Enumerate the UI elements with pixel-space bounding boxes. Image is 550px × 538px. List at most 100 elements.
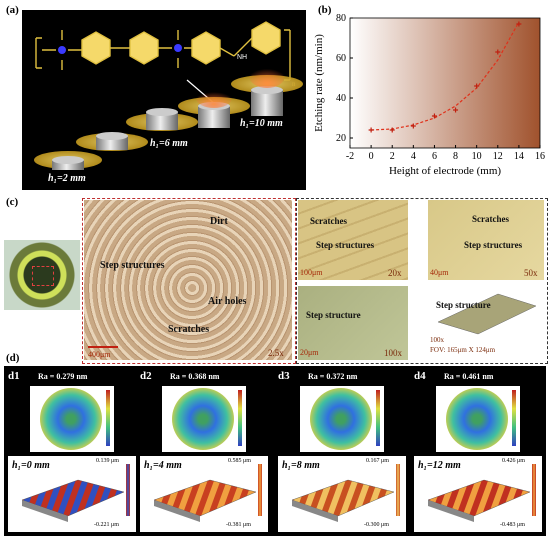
scale-label: 100μm: [300, 268, 323, 277]
surface-3d: h₁=4 mm 0.585 μm -0.381 μm: [140, 456, 268, 532]
sub-images-outline: [296, 198, 548, 364]
h1-label: h₁=12 mm: [418, 460, 461, 471]
x-tick-label: 8: [453, 151, 458, 162]
label-step-structure: Step structure: [306, 310, 361, 320]
data-point: [389, 127, 395, 133]
surface-3d: h₁=0 mm 0.139 μm -0.221 μm: [8, 456, 136, 532]
panel-d-label: (d): [6, 352, 20, 364]
scale-label: 400μm: [88, 350, 111, 359]
data-point: [368, 127, 374, 133]
roughness-map: [30, 386, 114, 452]
surface-3d-plot: [291, 464, 400, 522]
y-tick-label: 60: [336, 53, 346, 64]
y-axis-label: Etching rate (nm/min): [313, 34, 325, 132]
item-id: d4: [414, 370, 426, 382]
roughness-item: d2 Ra = 0.368 nm: [140, 370, 268, 534]
scale-top: 0.426 μm: [502, 458, 525, 464]
y-tick-label: 80: [336, 13, 346, 24]
surface-plot: [437, 293, 537, 335]
x-tick-label: 0: [369, 151, 374, 162]
plot-area: [349, 17, 541, 149]
ra-value: Ra = 0.279 nm: [38, 372, 88, 381]
label-step-structures: Step structures: [100, 260, 165, 271]
scale-top: 0.139 μm: [96, 458, 119, 464]
scale-label: 40μm: [430, 268, 449, 277]
sample-region: [32, 266, 54, 286]
scale-bottom: -0.381 μm: [226, 522, 251, 528]
data-point: [431, 113, 437, 119]
panel-c-label: (c): [6, 196, 19, 208]
magnification-label: 2.5x: [268, 348, 284, 358]
label-scratches: Scratches: [472, 214, 509, 224]
fit-curve: [371, 21, 520, 131]
nh-label: NH: [237, 54, 247, 61]
h1-6mm-label: h₁=6 mm: [150, 138, 188, 149]
magnification-label: 100x: [430, 336, 444, 344]
x-tick-label: 12: [493, 151, 503, 162]
y-tick-label: 40: [336, 93, 346, 104]
micrograph-50x: Scratches Step structures 40μm 50x: [428, 200, 544, 280]
label-scratches: Scratches: [310, 216, 347, 226]
x-tick-label: 10: [472, 151, 482, 162]
electrode-series: [34, 64, 303, 170]
fov-label: FOV: 165μm X 124μm: [430, 346, 496, 354]
panel-a-figure: NH n h₁=2 mm h₁=6 mm h₁=10 mm: [22, 10, 306, 190]
scale-bottom: -0.300 μm: [364, 522, 389, 528]
roughness-item: d3 Ra = 0.372 nm: [278, 370, 406, 534]
roughness-item: d4 Ra = 0.461 nm: [414, 370, 542, 534]
x-tick-label: -2: [346, 151, 354, 162]
h1-label: h₁=0 mm: [12, 460, 50, 471]
data-point: [410, 123, 416, 129]
data-point: [453, 107, 459, 113]
magnification-label: 50x: [524, 268, 538, 278]
label-scratches: Scratches: [168, 324, 210, 335]
label-step-structures: Step structures: [464, 240, 523, 250]
ra-value: Ra = 0.368 nm: [170, 372, 220, 381]
data-point: [516, 21, 522, 27]
y-tick-label: 20: [336, 133, 346, 144]
ra-value: Ra = 0.372 nm: [308, 372, 358, 381]
x-tick-label: 16: [535, 151, 545, 162]
x-axis-label: Height of electrode (mm): [389, 165, 501, 177]
x-tick-label: 4: [411, 151, 416, 162]
item-id: d1: [8, 370, 20, 382]
roughness-map: [300, 386, 384, 452]
zoom-outline: [82, 198, 296, 364]
x-tick-label: 14: [514, 151, 524, 162]
data-point: [495, 49, 501, 55]
panel-a-label: (a): [6, 4, 19, 16]
scale-label: 20μm: [300, 348, 319, 357]
roughness-map: [436, 386, 520, 452]
surface-3d: h₁=8 mm 0.167 μm -0.300 μm: [278, 456, 406, 532]
surface-3d-plot: [427, 464, 536, 522]
x-tick-label: 6: [432, 151, 437, 162]
scale-bottom: -0.221 μm: [94, 522, 119, 528]
polymer-structure: [35, 21, 291, 81]
x-tick-label: 2: [390, 151, 395, 162]
h1-label: h₁=8 mm: [282, 460, 320, 471]
data-point: [474, 83, 480, 89]
surface-3d-plot: [21, 464, 130, 522]
ra-value: Ra = 0.461 nm: [444, 372, 494, 381]
magnification-label: 20x: [388, 268, 402, 278]
surface-3d-view: Step structure 100x FOV: 165μm X 124μm: [428, 286, 544, 360]
item-id: d3: [278, 370, 290, 382]
roughness-item: d1 Ra = 0.279 nm: [8, 370, 136, 534]
panel-b-label: (b): [318, 4, 332, 16]
h1-2mm-label: h₁=2 mm: [48, 173, 86, 184]
item-id: d2: [140, 370, 152, 382]
micrograph-main: Dirt Step structures Air holes Scratches…: [84, 200, 292, 360]
label-step-structure: Step structure: [436, 300, 491, 310]
label-air-holes: Air holes: [208, 296, 247, 307]
surface-3d-plot: [153, 464, 262, 522]
scale-top: 0.167 μm: [366, 458, 389, 464]
scale-bar: [88, 346, 118, 348]
wafer-photo: [4, 240, 80, 310]
micrograph-100x: Step structure 20μm 100x: [298, 286, 408, 360]
scale-top: 0.585 μm: [228, 458, 251, 464]
etching-rate-chart: -2 0 2 4 6 8 10 12 14 16 20 40 60 80 Height of elect…: [313, 13, 545, 177]
roughness-map: [162, 386, 246, 452]
h1-10mm-label: h₁=10 mm: [240, 118, 283, 129]
scale-bottom: -0.483 μm: [500, 522, 525, 528]
h1-label: h₁=4 mm: [144, 460, 182, 471]
